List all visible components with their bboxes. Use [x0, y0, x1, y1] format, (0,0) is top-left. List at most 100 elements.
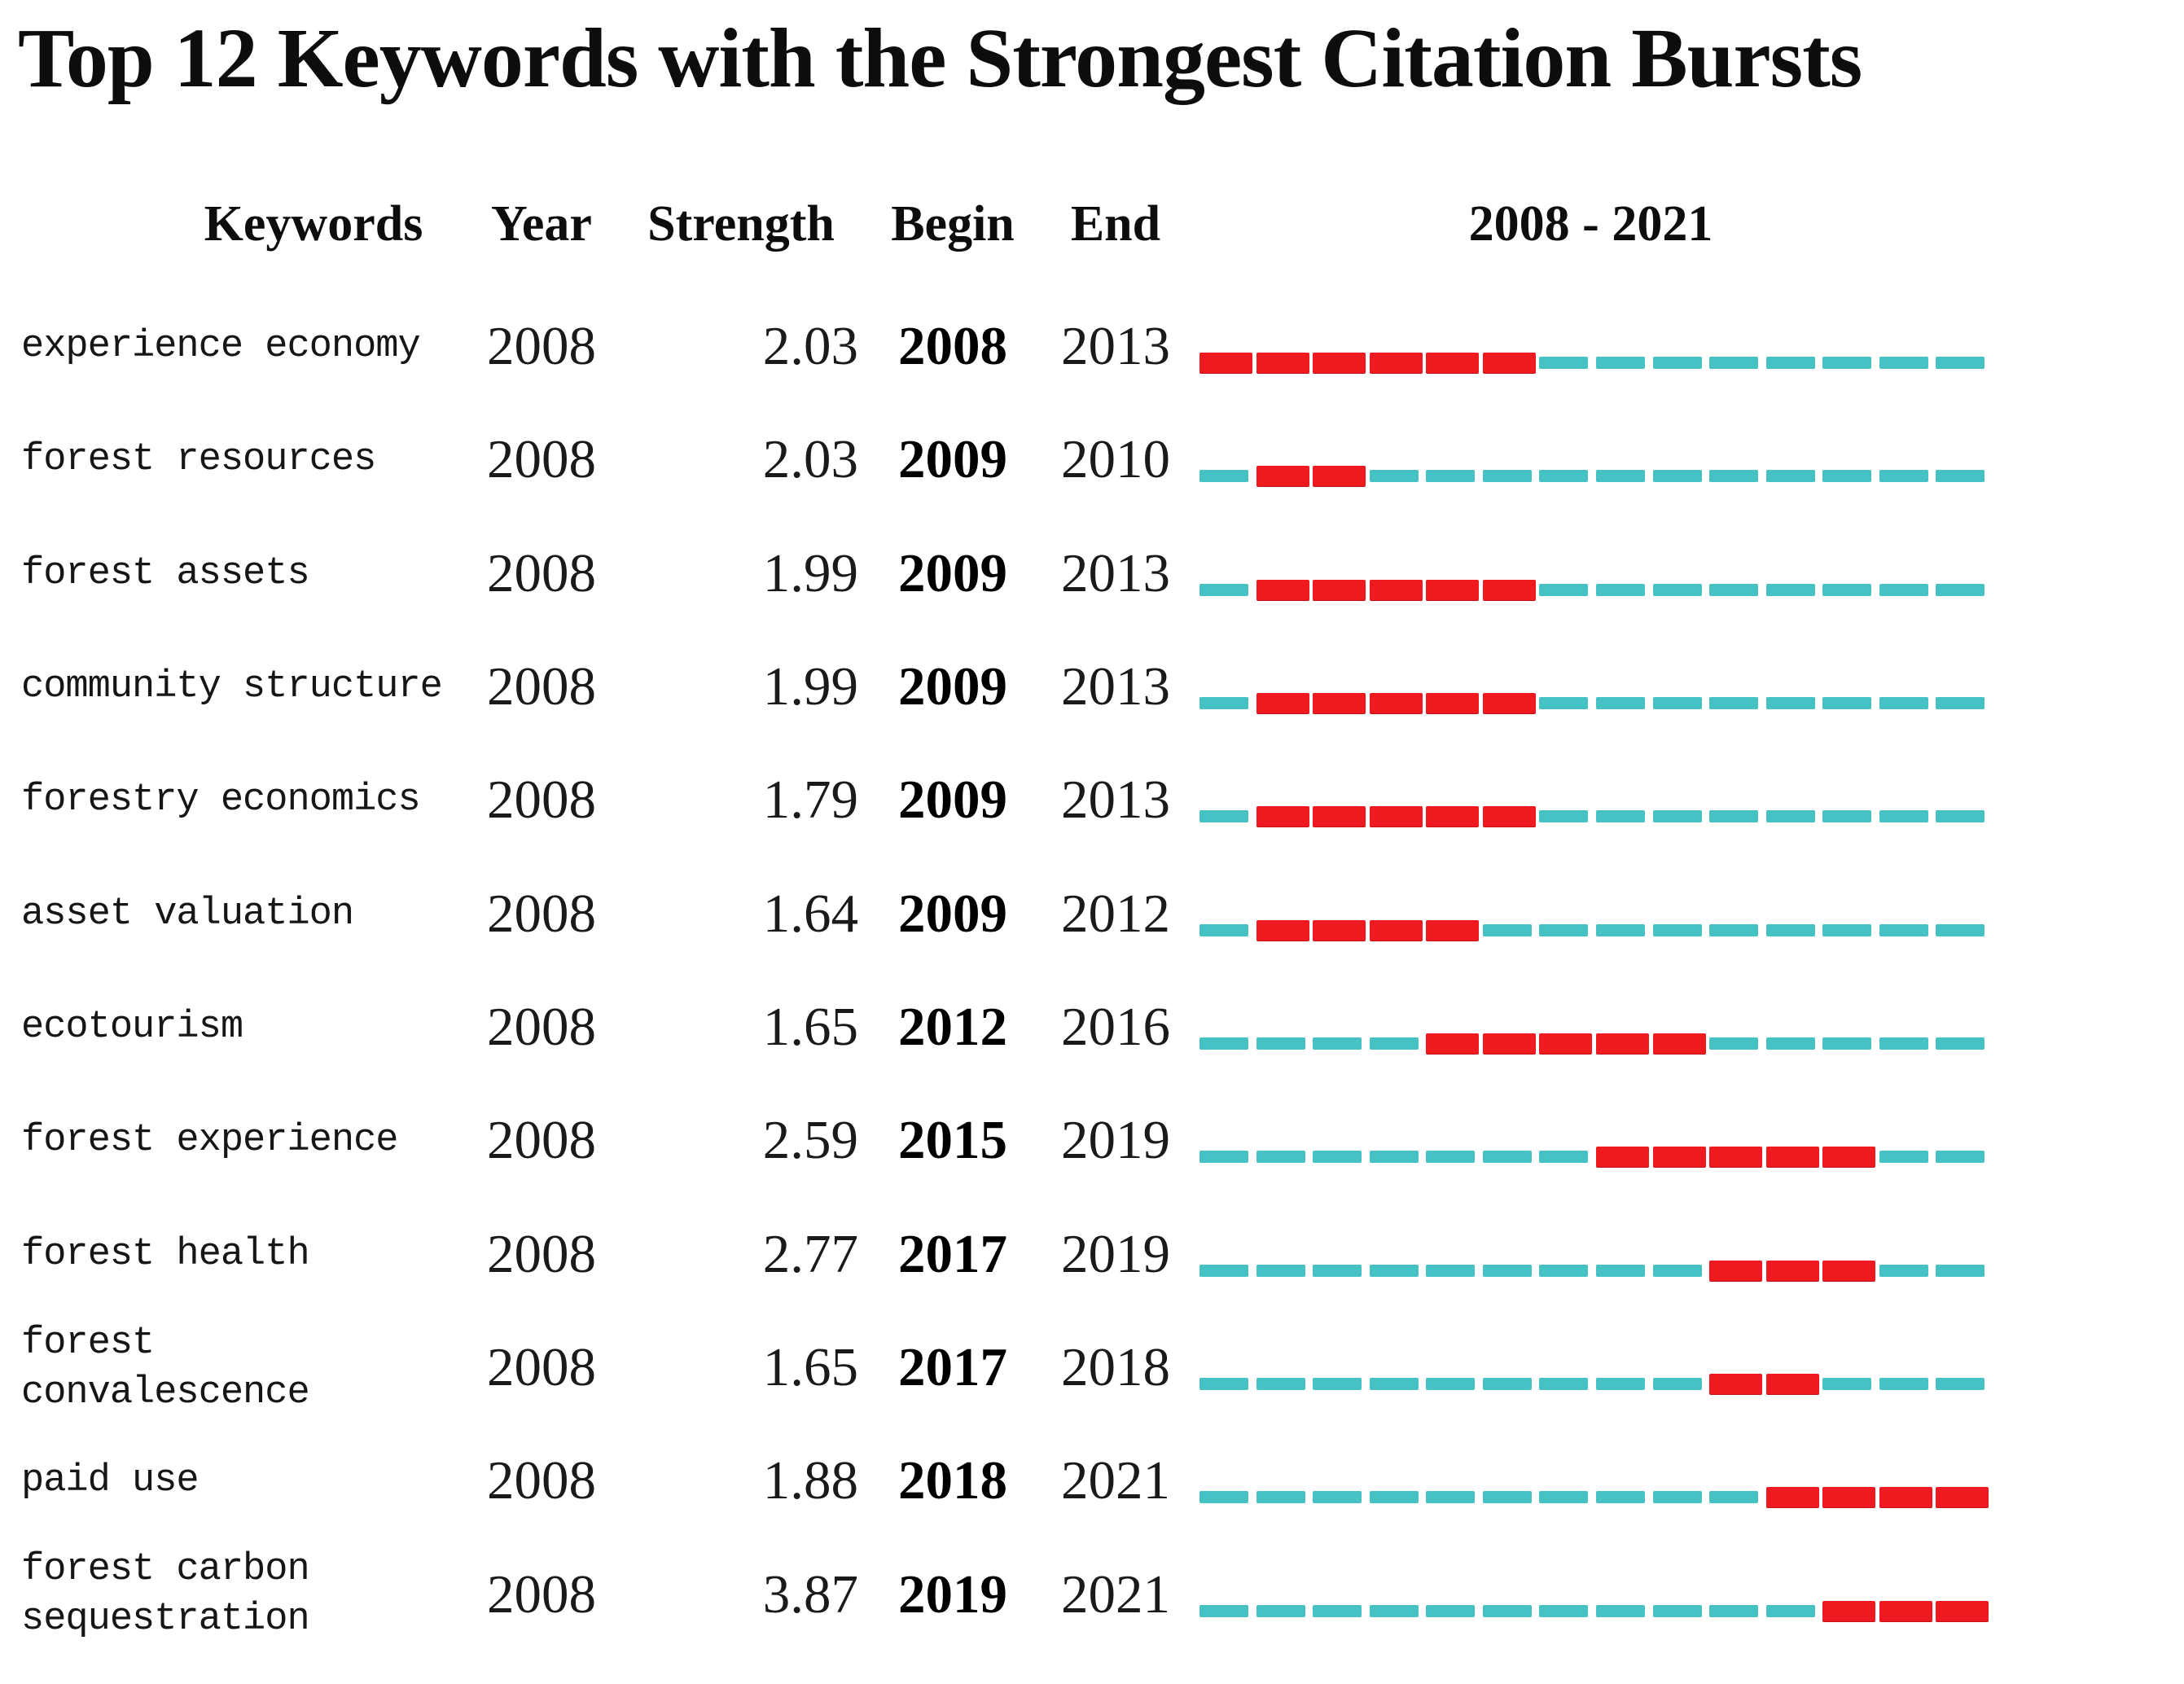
timeline-year-cell [1256, 1032, 1313, 1056]
timeline-year-cell [1822, 1145, 1879, 1169]
burst-segment [1313, 806, 1366, 827]
base-segment [1765, 583, 1815, 596]
base-segment [1936, 583, 1985, 596]
end-year-value: 2018 [1061, 1337, 1170, 1398]
timeline-year-cell [1595, 918, 1653, 942]
year-value: 2008 [487, 656, 596, 717]
year-value: 2008 [487, 429, 596, 490]
base-segment [1765, 357, 1815, 370]
timeline-year-cell [1313, 351, 1370, 375]
strength-value: 1.79 [762, 770, 858, 831]
timeline-year-cell [1426, 351, 1483, 375]
base-segment [1652, 1264, 1702, 1277]
timeline-year-cell [1822, 464, 1879, 489]
begin-year-value: 2008 [898, 316, 1007, 377]
base-segment [1709, 810, 1759, 823]
base-segment [1539, 583, 1589, 596]
base-segment [1426, 470, 1476, 483]
timeline-year-cell [1709, 1032, 1766, 1056]
burst-timeline-bar [1199, 351, 1993, 375]
burst-timeline-bar [1199, 805, 1993, 829]
timeline-year-cell [1539, 1485, 1596, 1510]
base-segment [1256, 1604, 1305, 1617]
base-segment [1539, 1151, 1589, 1164]
timeline-year-cell [1482, 577, 1540, 602]
base-segment [1822, 1378, 1872, 1391]
end-year-value: 2013 [1061, 542, 1170, 603]
timeline-year-cell [1199, 1485, 1256, 1510]
base-segment [1482, 1151, 1532, 1164]
keyword-label: ecotourism [21, 1006, 243, 1050]
base-segment [1709, 697, 1759, 710]
base-segment [1426, 1378, 1476, 1391]
timeline-year-cell [1369, 351, 1427, 375]
end-year-value: 2019 [1061, 1110, 1170, 1171]
timeline-year-cell [1313, 1598, 1370, 1623]
timeline-year-cell [1539, 577, 1596, 602]
base-segment [1879, 810, 1928, 823]
timeline-year-cell [1765, 1032, 1823, 1056]
burst-segment [1256, 579, 1309, 600]
timeline-year-cell [1936, 1145, 1993, 1169]
timeline-year-cell [1313, 1258, 1370, 1283]
timeline-year-cell [1369, 1145, 1427, 1169]
end-year-value: 2013 [1061, 316, 1170, 377]
burst-timeline-bar [1199, 918, 1993, 942]
timeline-year-cell [1369, 1372, 1427, 1397]
timeline-year-cell [1313, 805, 1370, 829]
timeline-year-cell [1822, 1598, 1879, 1623]
timeline-year-cell [1709, 805, 1766, 829]
timeline-year-cell [1879, 805, 1936, 829]
base-segment [1256, 1491, 1305, 1504]
base-segment [1313, 1604, 1362, 1617]
base-segment [1709, 357, 1759, 370]
table-row: asset valuation 2008 1.64 2009 2012 [0, 857, 2184, 971]
base-segment [1199, 1491, 1248, 1504]
base-segment [1369, 1491, 1419, 1504]
base-segment [1199, 810, 1248, 823]
burst-timeline-bar [1199, 464, 1993, 489]
begin-year-value: 2009 [898, 429, 1007, 490]
timeline-year-cell [1765, 1258, 1823, 1283]
burst-segment [1652, 1147, 1706, 1168]
end-year-value: 2013 [1061, 770, 1170, 831]
end-year-value: 2021 [1061, 1450, 1170, 1511]
timeline-year-cell [1765, 805, 1823, 829]
base-segment [1595, 923, 1645, 936]
timeline-year-cell [1595, 1032, 1653, 1056]
timeline-year-cell [1369, 1485, 1427, 1510]
timeline-year-cell [1426, 918, 1483, 942]
timeline-year-cell [1652, 1145, 1710, 1169]
base-segment [1765, 810, 1815, 823]
burst-segment [1936, 1600, 1989, 1621]
base-segment [1822, 697, 1872, 710]
burst-timeline-bar [1199, 577, 1993, 602]
burst-segment [1426, 806, 1480, 827]
base-segment [1256, 1151, 1305, 1164]
timeline-year-cell [1426, 577, 1483, 602]
burst-segment [1369, 693, 1423, 714]
timeline-year-cell [1652, 805, 1710, 829]
table-row: forest assets 2008 1.99 2009 2013 [0, 517, 2184, 630]
base-segment [1936, 1151, 1985, 1164]
table-row: forest experience 2008 2.59 2015 2019 [0, 1084, 2184, 1197]
burst-timeline-bar [1199, 1485, 1993, 1510]
timeline-year-cell [1765, 1372, 1823, 1397]
base-segment [1369, 1037, 1419, 1050]
timeline-year-cell [1652, 918, 1710, 942]
timeline-year-cell [1595, 805, 1653, 829]
burst-segment [1595, 1147, 1649, 1168]
year-value: 2008 [487, 883, 596, 944]
base-segment [1652, 1491, 1702, 1504]
base-segment [1709, 1604, 1759, 1617]
timeline-year-cell [1369, 577, 1427, 602]
keyword-label: forestry economics [21, 778, 421, 822]
timeline-year-cell [1765, 351, 1823, 375]
table-row: experience economy 2008 2.03 2008 2013 [0, 290, 2184, 403]
keyword-label: forest carbon sequestration [21, 1548, 310, 1642]
timeline-year-cell [1822, 1032, 1879, 1056]
keyword-label: forest assets [21, 551, 310, 595]
burst-timeline-bar [1199, 1372, 1993, 1397]
base-segment [1539, 1378, 1589, 1391]
strength-value: 2.03 [762, 316, 858, 377]
